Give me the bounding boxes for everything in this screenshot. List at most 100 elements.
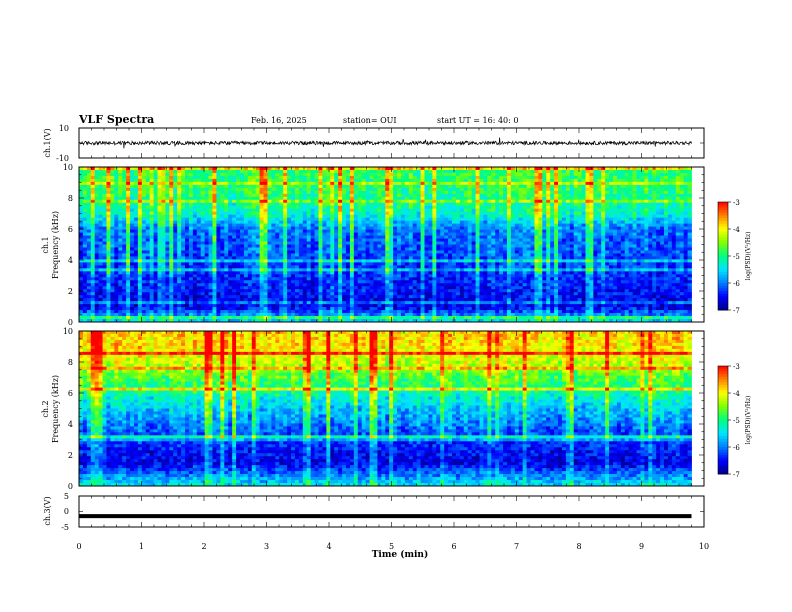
spectrogram-cell [200, 211, 206, 216]
spectrogram-cell [652, 178, 657, 183]
spectrogram-cell [499, 190, 504, 195]
spectrogram-cell [569, 169, 575, 174]
spectrogram-cell [636, 184, 641, 189]
spectrogram-cell [538, 167, 543, 171]
spectrogram-cell [671, 175, 677, 180]
spectrogram-cell [389, 211, 394, 216]
spectrogram-cell [558, 184, 563, 189]
spectrogram-cell [330, 190, 335, 195]
spectrogram-cell [98, 232, 103, 236]
spectrogram-cell [220, 211, 225, 216]
spectrogram-cell [82, 259, 88, 263]
spectrogram-cell [110, 220, 115, 225]
spectrogram-cell [561, 205, 567, 210]
spectrogram-cell [251, 229, 257, 233]
spectrogram-cell [82, 232, 88, 236]
spectrogram-cell [188, 223, 194, 228]
spectrogram-cell [247, 256, 253, 260]
spectrogram-cell [412, 211, 418, 216]
spectrogram-cell [287, 196, 292, 201]
spectrogram-cell [306, 196, 312, 201]
spectrogram-cell [436, 232, 441, 236]
spectrogram-cell [137, 178, 143, 183]
spectrogram-cell [597, 187, 602, 192]
spectrogram-cell [400, 211, 406, 216]
spectrogram-cell [628, 256, 634, 260]
spectrogram-cell [660, 238, 665, 242]
spectrogram-cell [522, 178, 527, 183]
spectrogram-cell [169, 253, 174, 257]
spectrogram-cell [357, 181, 363, 186]
spectrogram-cell [640, 187, 645, 192]
spectrogram-cell [522, 167, 527, 171]
spectrogram-cell [628, 167, 634, 171]
spectrogram-cell [667, 232, 673, 236]
spectrogram-cell [188, 167, 194, 171]
spectrogram-cell [185, 235, 190, 239]
spectrogram-cell [546, 226, 551, 230]
spectrogram-cell [526, 232, 531, 236]
spectrogram-cell [554, 193, 559, 198]
spectrogram-cell [165, 241, 170, 245]
spectrogram-cell [397, 199, 402, 204]
spectrogram-cell [683, 175, 688, 180]
spectrogram-cell [291, 208, 296, 213]
spectrogram-cell [228, 232, 233, 236]
spectrogram-cell [381, 167, 386, 171]
spectrogram-cell [82, 241, 88, 245]
spectrogram-cell [412, 175, 418, 180]
spectrogram-cell [185, 211, 190, 216]
spectrogram-cell [259, 184, 264, 189]
spectrogram-cell [565, 202, 571, 207]
spectrogram-cell [275, 205, 280, 210]
spectrogram-cell [609, 208, 614, 213]
spectrogram-cell [114, 169, 119, 174]
spectrogram-cell [161, 223, 166, 228]
spectrogram-cell [161, 232, 166, 236]
spectrogram-cell [141, 202, 147, 207]
spectrogram-cell [640, 247, 645, 251]
spectrogram-cell [495, 223, 500, 228]
spectrogram-cell [652, 202, 657, 207]
spectrogram-cell [208, 196, 213, 201]
spectrogram-cell [530, 250, 535, 254]
spectrogram-cell [236, 190, 241, 195]
spectrogram-cell [385, 217, 390, 222]
spectrogram-cell [200, 214, 206, 219]
spectrogram-cell [236, 172, 241, 177]
spectrogram-cell [345, 190, 351, 195]
spectrogram-cell [640, 167, 645, 171]
spectrogram-cell [546, 181, 551, 186]
spectrogram-cell [318, 232, 323, 236]
spectrogram-cell [620, 235, 626, 239]
spectrogram-cell [620, 232, 626, 236]
spectrogram-cell [581, 253, 586, 257]
spectrogram-cell [652, 175, 657, 180]
spectrogram-cell [679, 226, 685, 230]
spectrogram-cell [526, 181, 531, 186]
spectrogram-cell [412, 167, 418, 171]
spectrogram-cell [357, 193, 363, 198]
spectrogram-cell [420, 202, 425, 207]
spectrogram-cell [503, 229, 508, 233]
spectrogram-cell [667, 211, 673, 216]
spectrogram-cell [609, 211, 614, 216]
spectrogram-cell [259, 253, 264, 257]
spectrogram-cell [675, 169, 681, 174]
spectrogram-cell [228, 247, 233, 251]
spectrogram-cell [122, 247, 127, 251]
spectrogram-cell [294, 241, 300, 245]
spectrogram-cell [208, 184, 213, 189]
spectrogram-cell [495, 241, 500, 245]
spectrogram-cell [609, 205, 614, 210]
spectrogram-cell [251, 217, 257, 222]
spectrogram-cell [656, 175, 661, 180]
spectrogram-cell [224, 178, 229, 183]
spectrogram-cell [526, 193, 531, 198]
spectrogram-cell [302, 232, 308, 236]
spectrogram-cell [644, 223, 649, 228]
spectrogram-cell [381, 205, 386, 210]
spectrogram-cell [247, 229, 253, 233]
spectrogram-cell [656, 226, 661, 230]
spectrogram-cell [542, 208, 547, 213]
